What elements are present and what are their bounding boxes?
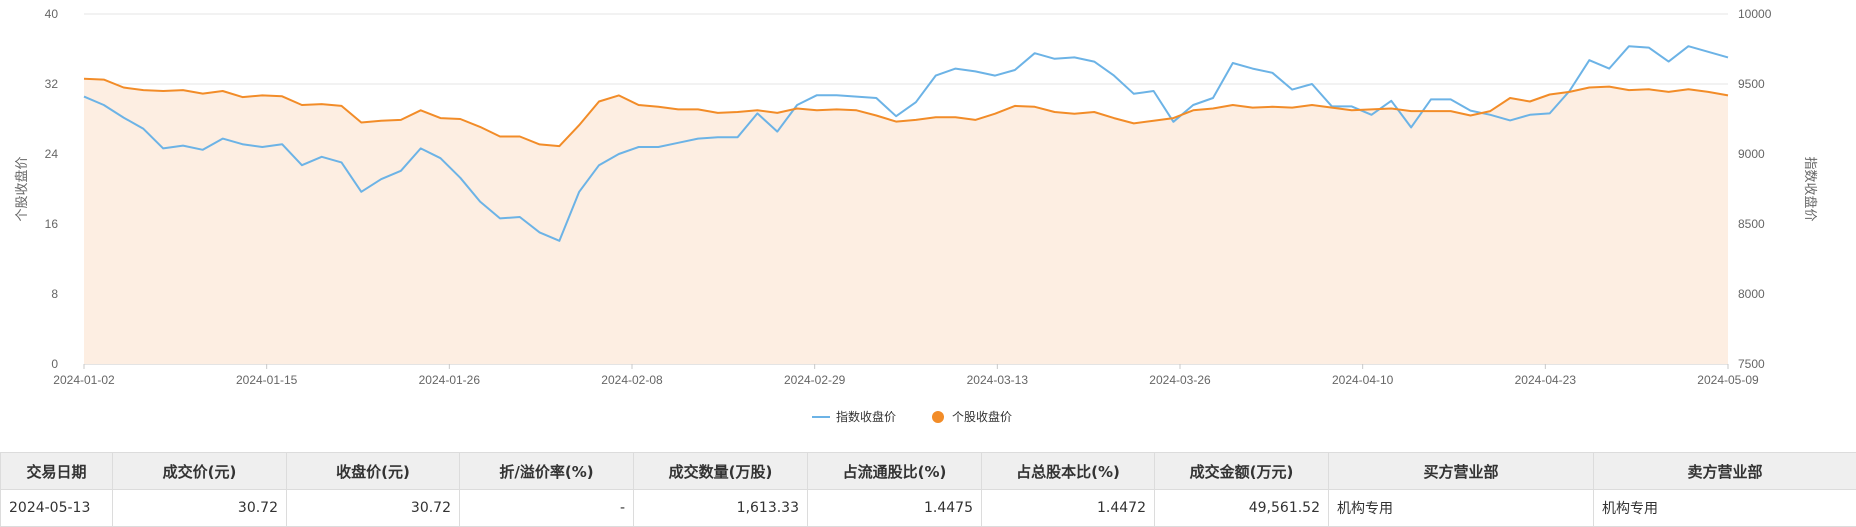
table-header-row: 交易日期 成交价(元) 收盘价(元) 折/溢价率(%) 成交数量(万股) 占流通… [1, 453, 1856, 490]
x-tick-label: 2024-02-29 [784, 373, 846, 387]
right-tick-label: 9500 [1738, 77, 1765, 91]
cell-volume: 1,613.33 [634, 490, 808, 527]
x-tick-label: 2024-02-08 [601, 373, 663, 387]
cell-amount: 49,561.52 [1155, 490, 1329, 527]
header-float-ratio: 占流通股比(%) [808, 453, 982, 490]
right-axis-title: 指数收盘价 [1802, 156, 1818, 221]
right-tick-label: 9000 [1738, 147, 1765, 161]
right-tick-label: 7500 [1738, 357, 1765, 371]
x-tick-label: 2024-03-13 [967, 373, 1029, 387]
chart-area: 0 7500 8 8000 16 8500 24 9000 32 9500 40 10000 2024-… [0, 0, 1856, 450]
right-tick-label: 8000 [1738, 287, 1765, 301]
header-seller: 卖方营业部 [1594, 453, 1856, 490]
table-row: 2024-05-13 30.72 30.72 - 1,613.33 1.4475… [1, 490, 1856, 527]
left-axis-title: 个股收盘价 [14, 156, 30, 221]
x-tick-label: 2024-01-26 [419, 373, 481, 387]
header-amount: 成交金额(万元) [1155, 453, 1329, 490]
cell-float-ratio: 1.4475 [808, 490, 982, 527]
header-premium-rate: 折/溢价率(%) [460, 453, 634, 490]
closing-price-chart: 0 7500 8 8000 16 8500 24 9000 32 9500 40 10000 2024-… [0, 0, 1856, 450]
cell-trade-date: 2024-05-13 [1, 490, 113, 527]
header-deal-price: 成交价(元) [113, 453, 287, 490]
header-total-ratio: 占总股本比(%) [982, 453, 1155, 490]
cell-total-ratio: 1.4472 [982, 490, 1155, 527]
legend-stock-label: 个股收盘价 [952, 409, 1012, 424]
left-tick-label: 40 [45, 7, 59, 21]
cell-buyer: 机构专用 [1329, 490, 1594, 527]
left-tick-label: 8 [51, 287, 58, 301]
x-tick-label: 2024-01-02 [53, 373, 115, 387]
x-tick-label: 2024-05-09 [1697, 373, 1759, 387]
header-close-price: 收盘价(元) [287, 453, 460, 490]
legend-stock-swatch [932, 411, 944, 423]
header-volume: 成交数量(万股) [634, 453, 808, 490]
header-trade-date: 交易日期 [1, 453, 113, 490]
left-tick-label: 0 [51, 357, 58, 371]
cell-seller: 机构专用 [1594, 490, 1856, 527]
left-tick-label: 24 [45, 147, 59, 161]
x-tick-label: 2024-03-26 [1149, 373, 1211, 387]
right-tick-label: 10000 [1738, 7, 1772, 21]
x-tick-label: 2024-04-10 [1332, 373, 1394, 387]
header-buyer: 买方营业部 [1329, 453, 1594, 490]
legend-index-label: 指数收盘价 [836, 409, 896, 424]
cell-close-price: 30.72 [287, 490, 460, 527]
right-tick-label: 8500 [1738, 217, 1765, 231]
block-trade-table: 交易日期 成交价(元) 收盘价(元) 折/溢价率(%) 成交数量(万股) 占流通… [0, 452, 1856, 527]
left-tick-label: 16 [45, 217, 59, 231]
x-tick-label: 2024-04-23 [1515, 373, 1577, 387]
cell-premium-rate: - [460, 490, 634, 527]
cell-deal-price: 30.72 [113, 490, 287, 527]
left-tick-label: 32 [45, 77, 59, 91]
x-tick-label: 2024-01-15 [236, 373, 298, 387]
